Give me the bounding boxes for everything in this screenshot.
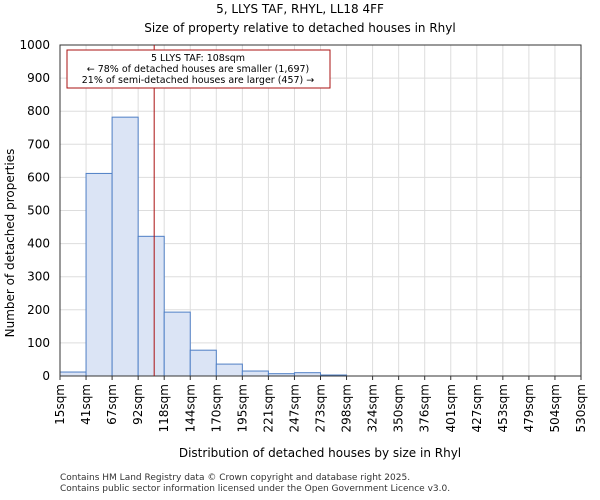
bars — [59, 116, 348, 377]
x-tick-label: 479sqm — [522, 384, 536, 432]
footer-line-1: Contains HM Land Registry data © Crown c… — [60, 473, 411, 483]
x-tick-label: 118sqm — [157, 384, 171, 432]
y-tick-label: 700 — [27, 137, 50, 151]
annotation-line-1: 5 LLYS TAF: 108sqm — [151, 53, 245, 64]
y-tick-label: 0 — [42, 369, 50, 383]
bar-92sqm — [137, 235, 165, 377]
y-axis: 0 100 200 300 400 500 600 700 800 900 1000 — [19, 38, 50, 383]
chart-title: 5, LLYS TAF, RHYL, LL18 4FF — [216, 2, 384, 16]
x-axis-label: Distribution of detached houses by size … — [179, 446, 461, 460]
annotation-box: 5 LLYS TAF: 108sqm ← 78% of detached hou… — [66, 49, 331, 89]
x-tick-label: 350sqm — [392, 384, 406, 432]
x-tick-label: 376sqm — [418, 384, 432, 432]
x-tick-label: 273sqm — [314, 384, 328, 432]
y-tick-label: 300 — [27, 270, 50, 284]
x-tick-label: 15sqm — [53, 384, 67, 425]
annotation-line-2: ← 78% of detached houses are smaller (1,… — [87, 64, 310, 75]
x-tick-label: 427sqm — [470, 384, 484, 432]
y-tick-label: 800 — [27, 104, 50, 118]
y-tick-label: 200 — [27, 303, 50, 317]
x-tick-label: 170sqm — [209, 384, 223, 432]
y-tick-label: 600 — [27, 170, 50, 184]
bar-67sqm — [111, 116, 139, 377]
y-tick-label: 1000 — [19, 38, 50, 52]
x-tick-label: 41sqm — [79, 384, 93, 425]
bar-195sqm — [241, 370, 269, 377]
y-tick-label: 900 — [27, 71, 50, 85]
y-tick-label: 500 — [27, 204, 50, 218]
footer-line-2: Contains public sector information licen… — [60, 484, 451, 494]
x-tick-label: 453sqm — [496, 384, 510, 432]
bar-15sqm — [59, 371, 87, 377]
x-tick-label: 247sqm — [287, 384, 301, 432]
annotation-line-3: 21% of semi-detached houses are larger (… — [82, 75, 315, 86]
x-tick-label: 92sqm — [131, 384, 145, 425]
y-tick-label: 400 — [27, 237, 50, 251]
bar-170sqm — [215, 363, 243, 377]
y-tick-label: 100 — [27, 336, 50, 350]
x-tick-label: 298sqm — [340, 384, 354, 432]
plot-frame — [59, 44, 582, 377]
chart-subtitle: Size of property relative to detached ho… — [144, 21, 455, 35]
bar-41sqm — [85, 172, 113, 377]
x-tick-label: 67sqm — [105, 384, 119, 425]
x-tick-label: 504sqm — [548, 384, 562, 432]
x-tick-label: 195sqm — [235, 384, 249, 432]
x-tick-label: 144sqm — [183, 384, 197, 432]
bar-144sqm — [189, 349, 217, 377]
bar-118sqm — [163, 311, 191, 377]
y-axis-label: Number of detached properties — [3, 149, 17, 338]
x-axis: 15sqm 41sqm 67sqm 92sqm 118sqm 144sqm 170sqm 19… — [53, 376, 588, 432]
x-tick-label: 324sqm — [366, 384, 380, 432]
x-tick-label: 221sqm — [261, 384, 275, 432]
x-tick-label: 401sqm — [444, 384, 458, 432]
x-tick-label: 530sqm — [574, 384, 588, 432]
